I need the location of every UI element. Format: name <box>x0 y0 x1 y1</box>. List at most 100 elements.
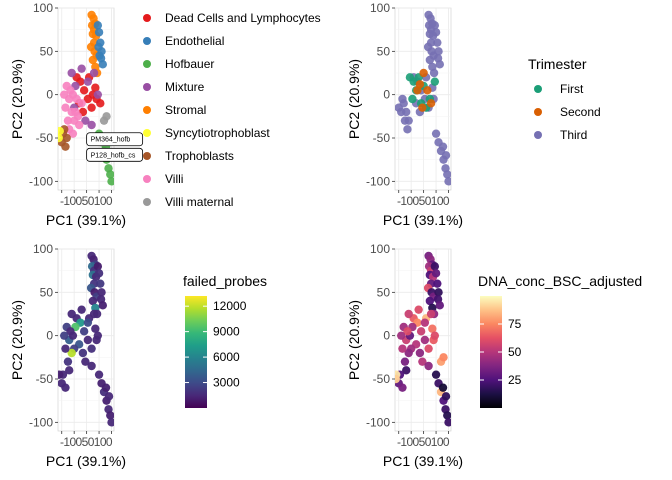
data-point <box>58 126 64 136</box>
data-point <box>443 170 451 179</box>
legend-key <box>143 129 151 137</box>
data-point <box>420 318 430 327</box>
data-point <box>425 296 435 306</box>
data-point <box>63 357 73 366</box>
data-point <box>408 94 417 104</box>
data-point <box>435 301 444 310</box>
data-point <box>79 86 89 95</box>
colorbar <box>480 296 502 408</box>
legend-label: Villi maternal <box>165 195 233 209</box>
legend-key <box>143 60 151 68</box>
legend-title: DNA_conc_BSC_adjusted <box>478 273 642 289</box>
data-point <box>94 370 104 379</box>
y-tick-label: 50 <box>377 44 391 58</box>
data-point <box>434 47 443 56</box>
y-tick-label: 0 <box>383 329 390 343</box>
data-point <box>93 21 103 30</box>
y-axis-title: PC2 (20.9%) <box>346 300 362 380</box>
data-point <box>81 116 90 125</box>
legend-label: Syncytiotrophoblast <box>165 126 270 140</box>
data-point <box>395 374 400 384</box>
data-point <box>98 301 108 310</box>
data-point <box>398 94 407 104</box>
x-tick-labels: -10050100 <box>60 194 113 208</box>
data-point <box>431 370 441 379</box>
data-point <box>83 77 93 86</box>
data-point <box>60 331 69 340</box>
legend-label: Dead Cells and Lymphocytes <box>165 11 321 25</box>
data-point <box>429 68 439 78</box>
data-point <box>74 120 84 130</box>
data-point <box>403 327 412 336</box>
data-point <box>433 279 442 288</box>
chart-panel-2: -100 -50 0 50 100 -10050100 PC1 (39.1%) PC2 (20… <box>346 1 601 228</box>
data-point <box>66 327 75 336</box>
data-point <box>426 99 436 108</box>
data-point <box>414 305 423 314</box>
data-point <box>431 28 441 37</box>
colorbar-tick-label: 12000 <box>213 299 247 313</box>
data-point <box>400 116 410 125</box>
annotation-box <box>86 132 144 147</box>
legend-title: failed_probes <box>183 273 267 289</box>
legend-key <box>143 14 151 22</box>
data-point <box>61 103 70 112</box>
data-point <box>431 269 441 278</box>
data-point <box>77 305 86 314</box>
data-point <box>443 411 451 420</box>
data-point <box>415 348 425 358</box>
legend-label: Trophoblasts <box>165 149 234 163</box>
y-tick-label: 50 <box>40 44 54 58</box>
data-point <box>106 170 114 179</box>
data-point <box>68 129 78 138</box>
data-point <box>83 318 93 327</box>
legend-label: Third <box>560 128 587 142</box>
data-point <box>438 383 448 392</box>
y-axis-title: PC2 (20.9%) <box>9 300 25 380</box>
annotation-text: P128_hofb_cs <box>91 152 136 159</box>
legend-label: Mixture <box>165 80 205 94</box>
data-point <box>87 344 96 353</box>
data-point <box>444 418 451 427</box>
x-tick-labels: -10050100 <box>60 435 113 449</box>
legend-key <box>143 37 151 45</box>
data-point <box>444 177 451 186</box>
legend-label: Hofbauer <box>165 57 214 71</box>
legend-label: Stromal <box>165 103 206 117</box>
colorbar-tick-label: 3000 <box>213 376 240 390</box>
y-axis-title: PC2 (20.9%) <box>9 59 25 139</box>
data-point <box>430 331 440 340</box>
x-axis-title: PC1 (39.1%) <box>383 212 463 228</box>
data-point <box>402 366 411 375</box>
data-point <box>88 296 98 306</box>
annotation-label: P128_hofb_cs <box>86 147 144 162</box>
data-point <box>102 112 111 121</box>
y-tick-label: 50 <box>377 285 391 299</box>
data-point <box>77 64 86 73</box>
data-point <box>425 55 435 65</box>
data-point <box>81 357 90 366</box>
data-point <box>415 80 425 89</box>
legend-key <box>143 106 151 114</box>
data-point <box>87 103 96 112</box>
annotation-text: PM364_hofb <box>91 137 131 144</box>
data-point <box>67 309 76 319</box>
data-point <box>423 86 432 95</box>
y-axis-title: PC2 (20.9%) <box>346 59 362 139</box>
data-point <box>78 348 88 358</box>
data-point <box>89 68 99 78</box>
chart-panel-4: -100 -50 0 50 100 -10050100 PC1 (39.1%) PC2 (20… <box>346 242 642 469</box>
data-point <box>61 142 70 151</box>
annotation-box <box>86 147 144 162</box>
data-point <box>404 348 413 358</box>
data-point <box>434 288 443 297</box>
data-point <box>61 344 70 353</box>
data-point <box>88 55 98 65</box>
data-points <box>395 251 451 427</box>
data-point <box>87 120 96 130</box>
data-point <box>395 103 403 112</box>
data-point <box>96 99 105 108</box>
y-tick-label: -100 <box>29 174 53 188</box>
data-point <box>67 348 76 358</box>
data-point <box>96 279 105 288</box>
